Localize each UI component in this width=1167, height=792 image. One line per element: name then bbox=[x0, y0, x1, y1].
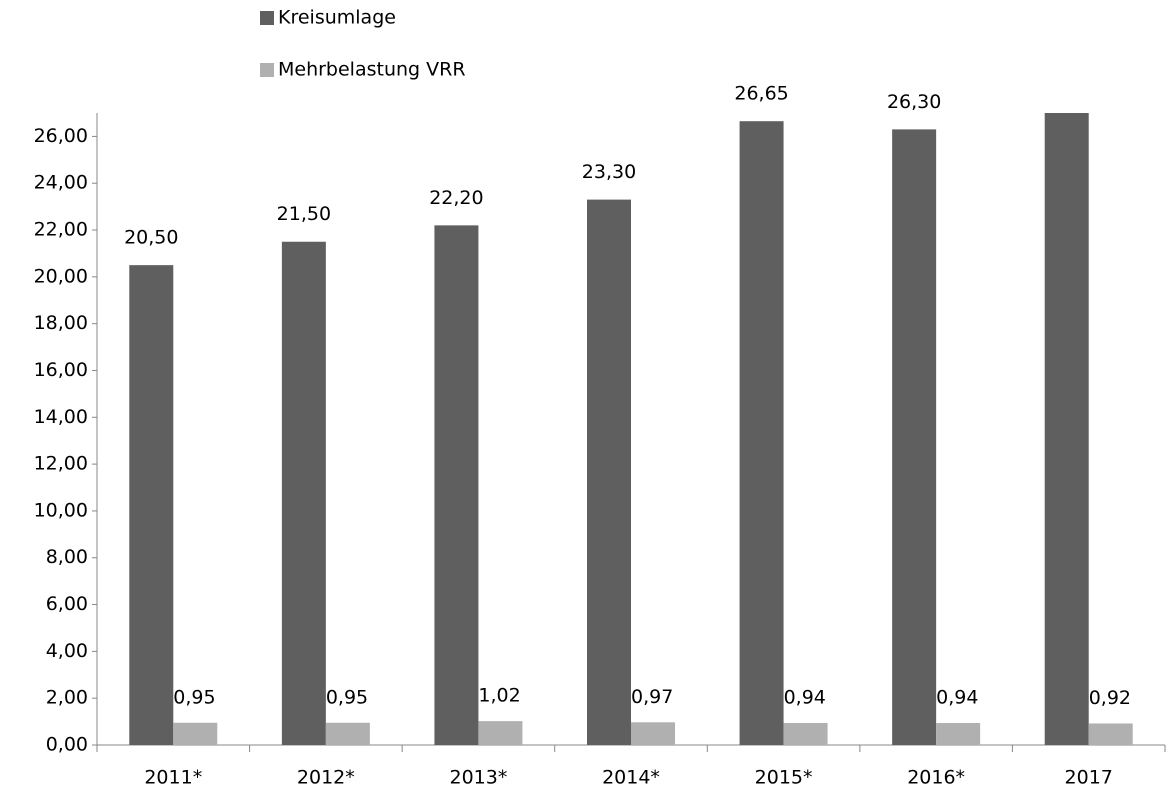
bar bbox=[325, 722, 370, 745]
y-tick-label: 8,00 bbox=[46, 546, 88, 568]
y-tick-label: 12,00 bbox=[34, 453, 88, 475]
value-label: 0,94 bbox=[936, 686, 978, 708]
x-tick-label: 2014* bbox=[602, 767, 660, 789]
value-label: 0,95 bbox=[326, 686, 368, 708]
bar bbox=[281, 241, 326, 746]
bar bbox=[478, 721, 523, 745]
bar bbox=[129, 265, 174, 745]
y-tick-label: 22,00 bbox=[34, 219, 88, 241]
value-label: 0,94 bbox=[784, 686, 826, 708]
value-label: 0,95 bbox=[173, 686, 215, 708]
x-tick-label: 2017 bbox=[1065, 767, 1113, 789]
value-label: 26,30 bbox=[887, 91, 941, 113]
legend-label: Kreisumlage bbox=[278, 7, 396, 29]
value-label: 23,30 bbox=[582, 161, 636, 183]
bar bbox=[587, 199, 631, 745]
value-label: 20,50 bbox=[124, 227, 178, 249]
bar bbox=[892, 129, 937, 745]
y-tick-label: 20,00 bbox=[34, 265, 88, 287]
bar bbox=[783, 722, 828, 745]
x-tick-label: 2016* bbox=[907, 767, 965, 789]
legend-label: Mehrbelastung VRR bbox=[278, 59, 466, 81]
y-tick-label: 14,00 bbox=[34, 406, 88, 428]
value-label: 0,92 bbox=[1089, 687, 1131, 709]
value-label: 1,02 bbox=[478, 685, 520, 707]
y-tick-label: 2,00 bbox=[46, 687, 88, 709]
x-tick-label: 2012* bbox=[297, 767, 355, 789]
y-tick-label: 26,00 bbox=[34, 125, 88, 147]
bar bbox=[1044, 113, 1089, 745]
y-tick-label: 24,00 bbox=[34, 172, 88, 194]
x-tick-label: 2013* bbox=[449, 767, 507, 789]
x-tick-label: 2015* bbox=[755, 767, 813, 789]
bar bbox=[631, 722, 675, 745]
bar bbox=[739, 121, 784, 746]
y-tick-label: 4,00 bbox=[46, 640, 88, 662]
value-label: 21,50 bbox=[277, 203, 331, 225]
bar bbox=[1088, 723, 1133, 745]
y-tick-label: 18,00 bbox=[34, 312, 88, 334]
bar bbox=[434, 225, 479, 745]
bar bbox=[936, 722, 981, 745]
value-label: 0,97 bbox=[631, 686, 673, 708]
value-label: 26,65 bbox=[734, 83, 788, 105]
y-tick-label: 16,00 bbox=[34, 359, 88, 381]
value-label: 22,20 bbox=[429, 187, 483, 209]
y-tick-label: 0,00 bbox=[46, 734, 88, 756]
x-tick-label: 2011* bbox=[144, 767, 202, 789]
bar bbox=[173, 722, 218, 745]
legend-swatch bbox=[260, 63, 274, 77]
legend-swatch bbox=[260, 11, 274, 25]
y-tick-label: 6,00 bbox=[46, 593, 88, 615]
y-tick-label: 10,00 bbox=[34, 499, 88, 521]
